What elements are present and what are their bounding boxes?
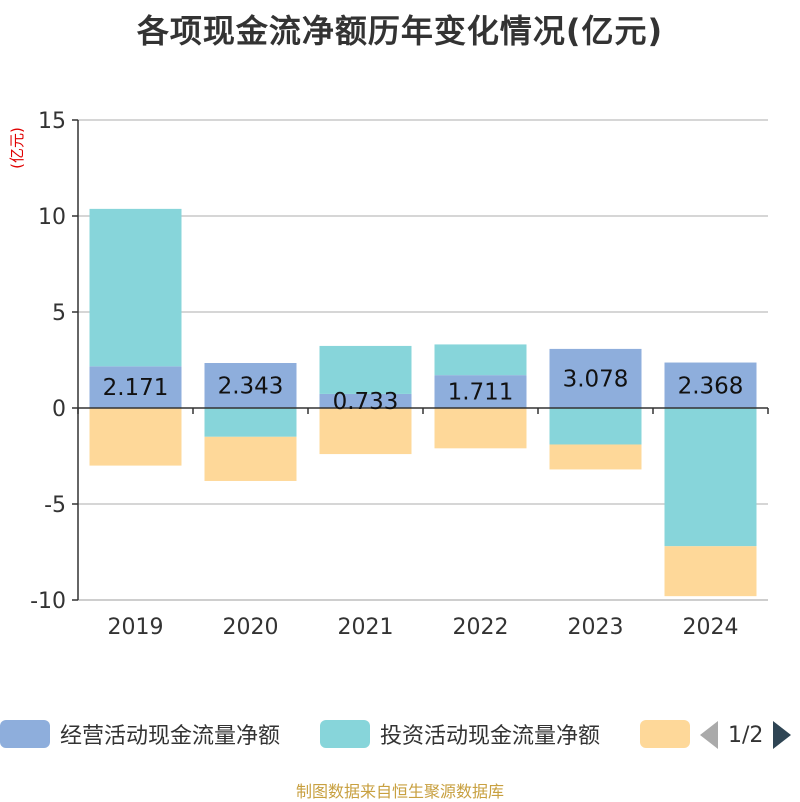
bar-series3-2020[interactable]: [204, 436, 297, 481]
bar-series1-2021[interactable]: [319, 393, 412, 408]
data-label-2019: 2.171: [103, 375, 169, 401]
legend-label-investing: 投资活动现金流量净额: [380, 724, 601, 749]
y-tick-label: 0: [52, 397, 66, 422]
axes: 15 10 5 0 -5 -10 2019 2020 2021 2022 2023 2024: [30, 109, 769, 640]
bar-series1-2020[interactable]: [204, 363, 297, 408]
bar-series1-2023[interactable]: [549, 348, 642, 408]
y-axis-unit-label: (亿元): [8, 127, 26, 169]
legend-prev-page-icon[interactable]: [700, 721, 718, 749]
data-label-2022: 1.711: [448, 380, 514, 406]
legend-item-investing[interactable]: 投资活动现金流量净额: [320, 716, 600, 752]
bar-series2-2023[interactable]: [549, 408, 642, 445]
chart-title: 各项现金流净额历年变化情况(亿元): [136, 12, 664, 50]
bar-series3-2021[interactable]: [319, 408, 412, 455]
x-tick-label: 2020: [223, 615, 279, 640]
bars: [89, 208, 757, 597]
x-tick-label: 2019: [108, 615, 164, 640]
x-tick-label: 2023: [568, 615, 624, 640]
bar-series1-2019[interactable]: [89, 366, 182, 408]
bar-series3-2022[interactable]: [434, 408, 527, 449]
bar-series2-2021[interactable]: [319, 345, 412, 394]
data-label-2021: 0.733: [333, 389, 399, 415]
legend-next-page-icon[interactable]: [773, 721, 792, 749]
legend-label-operating: 经营活动现金流量净额: [60, 724, 281, 749]
x-tick-label: 2024: [683, 615, 739, 640]
y-tick-label: 10: [38, 205, 66, 230]
legend-swatch-financing: [640, 720, 690, 748]
legend-pager: 1/2: [700, 718, 792, 752]
y-tick-label: 5: [52, 301, 66, 326]
legend-swatch-operating: [0, 720, 50, 748]
data-labels: 2.171 2.343 0.733 1.711 3.078 2.368: [103, 366, 744, 415]
y-tick-label: -10: [30, 589, 66, 614]
legend: 经营活动现金流量净额 投资活动现金流量净额: [0, 716, 800, 756]
data-label-2020: 2.343: [218, 374, 284, 400]
x-tick-label: 2022: [453, 615, 509, 640]
data-label-2024: 2.368: [678, 373, 744, 399]
bar-series2-2022[interactable]: [434, 344, 527, 376]
bar-series2-2024[interactable]: [664, 408, 757, 547]
legend-page-indicator: 1/2: [728, 722, 764, 748]
bar-series2-2019[interactable]: [89, 208, 182, 367]
bar-series3-2023[interactable]: [549, 444, 642, 470]
bar-series1-2022[interactable]: [434, 375, 527, 408]
bar-series1-2024[interactable]: [664, 362, 757, 408]
bar-series2-2020[interactable]: [204, 408, 297, 437]
data-source-note: 制图数据来自恒生聚源数据库: [295, 782, 504, 801]
bar-series3-2019[interactable]: [89, 408, 182, 466]
legend-swatch-investing: [320, 720, 370, 748]
data-label-2023: 3.078: [563, 366, 629, 392]
legend-item-operating[interactable]: 经营活动现金流量净额: [0, 716, 280, 752]
bar-series3-2024[interactable]: [664, 546, 757, 597]
y-tick-label: 15: [38, 109, 66, 134]
grid-lines: [78, 119, 768, 601]
cash-flow-chart: 15 10 5 0 -5 -10 2019 2020 2021 2022 2023 2024 2.17…: [8, 109, 769, 640]
y-tick-label: -5: [44, 493, 66, 518]
legend-item-financing[interactable]: [640, 716, 690, 752]
x-tick-label: 2021: [338, 615, 394, 640]
